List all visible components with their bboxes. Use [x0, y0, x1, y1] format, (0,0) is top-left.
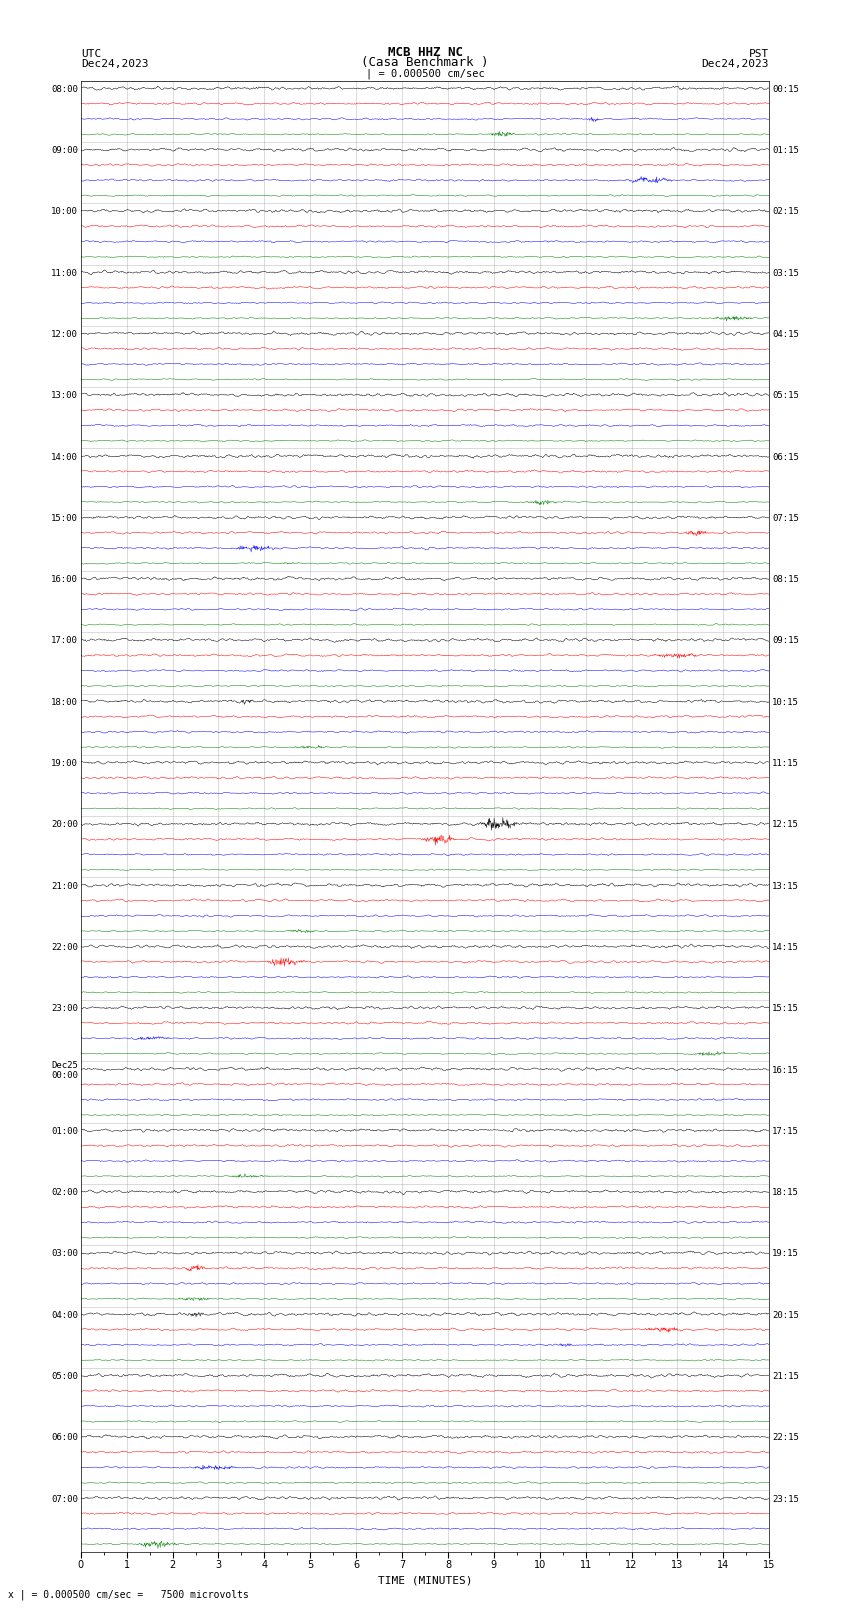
Text: Dec24,2023: Dec24,2023: [81, 60, 148, 69]
Text: UTC: UTC: [81, 48, 101, 58]
Text: Dec24,2023: Dec24,2023: [702, 60, 769, 69]
Text: PST: PST: [749, 48, 769, 58]
Text: x | = 0.000500 cm/sec =   7500 microvolts: x | = 0.000500 cm/sec = 7500 microvolts: [8, 1589, 249, 1600]
X-axis label: TIME (MINUTES): TIME (MINUTES): [377, 1576, 473, 1586]
Text: (Casa Benchmark ): (Casa Benchmark ): [361, 56, 489, 69]
Text: | = 0.000500 cm/sec: | = 0.000500 cm/sec: [366, 68, 484, 79]
Text: MCB HHZ NC: MCB HHZ NC: [388, 45, 462, 58]
